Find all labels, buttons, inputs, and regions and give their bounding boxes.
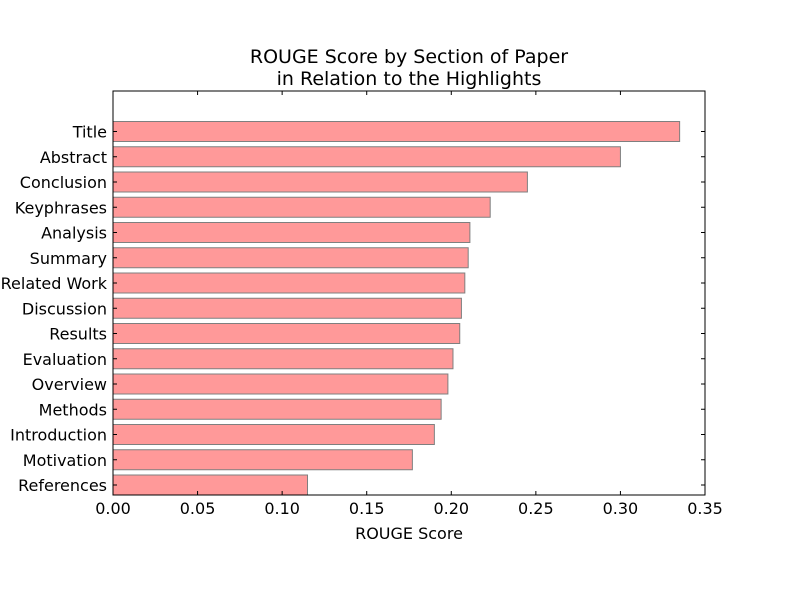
y-tick-label: Motivation — [23, 451, 107, 470]
bars-layer — [112, 121, 681, 496]
bar-references — [112, 474, 309, 496]
chart-title-line-2: in Relation to the Highlights — [277, 68, 542, 90]
y-tick-label: Keyphrases — [15, 198, 107, 217]
y-tick-label: Evaluation — [23, 350, 107, 369]
y-tick-label: Analysis — [41, 224, 107, 243]
bar-methods — [112, 398, 442, 420]
y-tick-label: Discussion — [22, 299, 107, 318]
bar-evaluation — [112, 348, 454, 370]
x-tick-label: 0.15 — [349, 499, 385, 518]
y-axis: Title Abstract Conclusion Keyphrases Analysi… — [1, 123, 705, 495]
x-tick-label: 0.05 — [180, 499, 216, 518]
bar-keyphrases — [112, 196, 491, 218]
x-tick-label: 0.35 — [687, 499, 723, 518]
y-tick-label: Introduction — [10, 426, 107, 445]
bar-overview — [112, 373, 449, 395]
bar-introduction — [112, 424, 435, 445]
x-axis-label: ROUGE Score — [355, 524, 463, 543]
bar-abstract — [112, 146, 621, 168]
bar-conclusion — [112, 171, 528, 193]
bar-summary — [112, 247, 469, 269]
x-tick-label: 0.20 — [433, 499, 469, 518]
bar-discussion — [112, 297, 462, 319]
bar-motivation — [112, 449, 413, 471]
y-tick-label: Conclusion — [20, 173, 107, 192]
x-tick-label: 0.25 — [518, 499, 554, 518]
y-tick-label: Overview — [32, 375, 107, 394]
x-tick-label: 0.30 — [603, 499, 639, 518]
bar-related-work — [112, 272, 466, 294]
y-tick-label: Methods — [39, 400, 107, 419]
x-axis: 0.00 0.05 0.10 0.15 0.20 0.25 0.30 0.35 — [95, 91, 723, 518]
y-tick-label: References — [18, 476, 107, 495]
chart-title-line-1: ROUGE Score by Section of Paper — [250, 46, 568, 68]
bar-results — [112, 323, 461, 344]
bar-title — [112, 121, 681, 142]
y-tick-label: Summary — [30, 249, 107, 268]
y-tick-label: Abstract — [40, 148, 107, 167]
y-tick-label: Title — [72, 123, 107, 142]
chart-title: ROUGE Score by Section of Paper in Relat… — [250, 46, 568, 90]
bar-analysis — [112, 222, 471, 243]
plot-frame — [112, 90, 706, 496]
x-tick-label: 0.00 — [95, 499, 131, 518]
y-tick-label: Results — [49, 325, 107, 344]
x-tick-label: 0.10 — [264, 499, 300, 518]
y-tick-label: Related Work — [1, 274, 108, 293]
